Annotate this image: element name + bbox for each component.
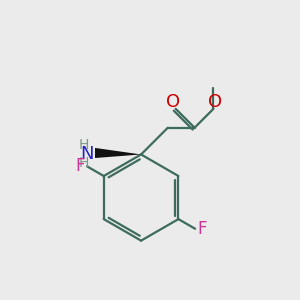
Polygon shape [95,148,141,158]
Text: H: H [79,156,89,170]
Text: N: N [80,145,94,163]
Text: F: F [197,220,206,238]
Text: O: O [166,93,180,111]
Text: H: H [79,138,89,152]
Text: O: O [208,93,222,111]
Text: F: F [76,157,85,175]
